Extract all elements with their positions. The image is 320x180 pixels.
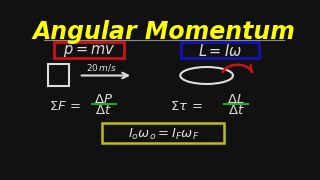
Text: $20\,m/s$: $20\,m/s$ — [86, 62, 118, 73]
Text: $\Sigma\tau\,=\,$: $\Sigma\tau\,=\,$ — [170, 100, 203, 113]
Text: $\Delta P$: $\Delta P$ — [94, 93, 113, 106]
Text: $I_o\omega_o = I_F\omega_F$: $I_o\omega_o = I_F\omega_F$ — [127, 127, 199, 141]
Text: $\Delta t$: $\Delta t$ — [228, 104, 244, 117]
Text: $L = I\omega$: $L = I\omega$ — [198, 43, 242, 59]
Text: Angular Momentum: Angular Momentum — [33, 20, 295, 44]
Text: $p = mv$: $p = mv$ — [63, 43, 115, 59]
Text: $\Delta L$: $\Delta L$ — [227, 93, 245, 106]
Bar — [181, 42, 259, 58]
Text: $\Delta t$: $\Delta t$ — [95, 104, 112, 117]
Bar — [102, 123, 224, 143]
Bar — [48, 64, 69, 86]
Text: $\Sigma F\,=\,$: $\Sigma F\,=\,$ — [49, 100, 82, 113]
Bar — [54, 42, 124, 58]
